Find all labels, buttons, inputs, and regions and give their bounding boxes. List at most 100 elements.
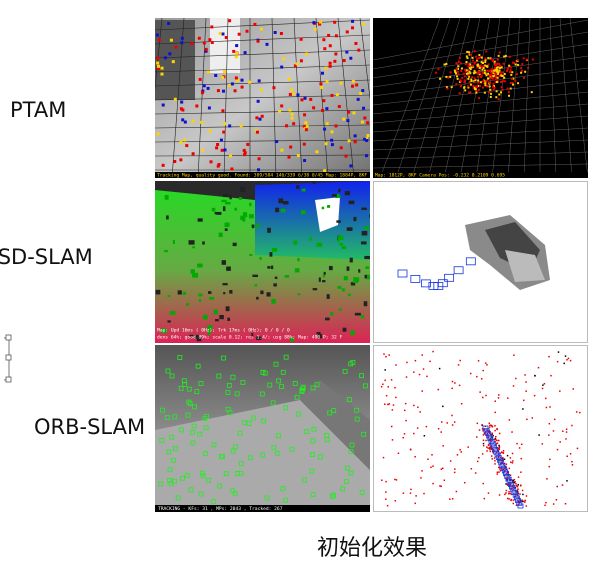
map-point xyxy=(496,62,499,65)
map-point xyxy=(460,402,463,405)
depth-speckle xyxy=(249,202,252,207)
map-point xyxy=(453,421,456,423)
feature xyxy=(173,159,177,163)
feature xyxy=(166,449,172,455)
feature xyxy=(296,93,300,97)
grid-overlay xyxy=(559,18,573,178)
feature xyxy=(157,64,161,68)
feature xyxy=(335,93,339,97)
map-point xyxy=(508,64,511,67)
grid-overlay xyxy=(373,103,588,124)
map-point xyxy=(507,90,510,93)
feature xyxy=(342,117,346,121)
map-point xyxy=(508,490,510,493)
map-point xyxy=(511,462,514,464)
depth-speckle xyxy=(316,332,321,335)
map-point xyxy=(502,450,505,452)
feature xyxy=(256,99,260,103)
depth-speckle xyxy=(229,289,233,294)
map-point xyxy=(486,450,488,452)
map-point xyxy=(474,85,477,88)
depth-speckle xyxy=(222,206,226,212)
ptam-map-view xyxy=(373,18,588,178)
map-point xyxy=(438,367,441,370)
map-point xyxy=(553,418,556,421)
map-point xyxy=(543,382,546,385)
map-point xyxy=(455,62,458,65)
map-point xyxy=(483,69,486,72)
map-point xyxy=(493,86,496,89)
map-point xyxy=(499,468,501,470)
map-point xyxy=(463,75,466,78)
keyframe xyxy=(491,444,497,450)
feature xyxy=(217,483,223,489)
feature xyxy=(323,127,327,131)
keyframe xyxy=(497,457,503,463)
map-point xyxy=(486,85,489,88)
feature xyxy=(173,97,177,101)
map-point xyxy=(461,76,464,79)
map-point xyxy=(565,438,567,440)
map-point xyxy=(431,454,433,456)
map-point xyxy=(497,397,500,399)
feature xyxy=(260,452,266,458)
feature xyxy=(331,492,336,498)
depth-speckle xyxy=(209,296,215,300)
map-point xyxy=(491,436,493,439)
map-point xyxy=(476,58,479,61)
map-point xyxy=(440,421,443,423)
map-point xyxy=(575,411,578,413)
feature xyxy=(179,427,185,433)
map-point xyxy=(516,491,519,493)
depth-speckle xyxy=(350,330,355,336)
depth-speckle xyxy=(341,288,345,292)
depth-speckle xyxy=(318,277,321,282)
map-point xyxy=(489,424,491,427)
depth-speckle xyxy=(353,277,360,282)
depth-speckle xyxy=(337,286,342,289)
feature xyxy=(354,407,359,413)
feature xyxy=(243,151,247,155)
feature xyxy=(283,497,289,503)
feature xyxy=(232,491,238,497)
row-label: ORB-SLAM xyxy=(34,415,145,439)
map-point xyxy=(488,447,491,449)
feature xyxy=(280,369,286,375)
map-point xyxy=(494,429,496,432)
map-point xyxy=(404,402,407,405)
map-point xyxy=(512,499,515,501)
feature xyxy=(211,499,217,504)
keyframe xyxy=(487,436,494,442)
grid-overlay xyxy=(443,18,481,178)
map-point xyxy=(509,69,512,72)
map-point xyxy=(517,82,520,85)
feature xyxy=(364,154,368,158)
depth-speckle xyxy=(300,210,306,215)
grid-overlay xyxy=(155,49,370,59)
feature xyxy=(239,124,243,128)
map-point xyxy=(489,92,492,95)
map-point xyxy=(498,439,500,442)
feature xyxy=(270,400,276,406)
map-point xyxy=(516,485,518,487)
map-point xyxy=(473,70,476,73)
feature xyxy=(325,80,329,84)
depth-speckle xyxy=(316,242,323,247)
map-point xyxy=(463,481,466,484)
map-point xyxy=(491,425,494,428)
feature xyxy=(207,106,211,110)
feature xyxy=(194,389,200,395)
feature xyxy=(312,21,316,25)
depth-speckle xyxy=(221,199,227,203)
map-point xyxy=(566,455,568,458)
depth-speckle xyxy=(358,269,361,273)
keyframe xyxy=(489,441,496,447)
feature xyxy=(300,384,306,390)
map-point xyxy=(432,465,434,467)
feature xyxy=(222,130,226,134)
map-point xyxy=(487,447,489,449)
map-point xyxy=(457,67,460,70)
map-point xyxy=(443,479,446,482)
feature xyxy=(225,390,231,395)
map-point xyxy=(524,70,527,73)
